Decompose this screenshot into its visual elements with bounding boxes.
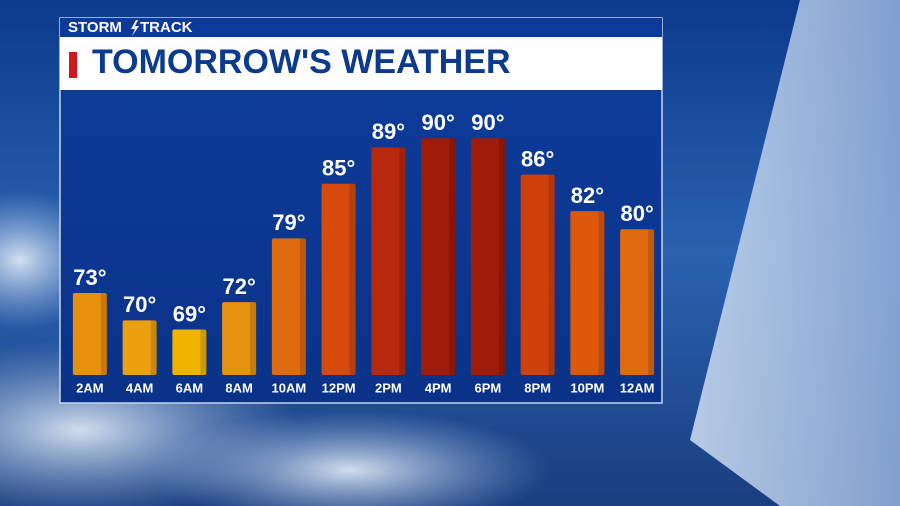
plot: 73° 2AM 70° 4AM 69° 6AM 72° 8AM 79° 10AM 85° 12PM 89… [72, 110, 655, 395]
chart-title: TOMORROW'S WEATHER [92, 43, 511, 81]
title-accent [69, 52, 77, 78]
value-label: 85° [322, 156, 355, 181]
bar-shade [200, 329, 207, 375]
bar [321, 183, 356, 375]
bar [620, 229, 655, 375]
x-tick-label: 10PM [570, 380, 604, 395]
bar [470, 138, 505, 375]
bar [172, 329, 207, 375]
bar [271, 238, 306, 375]
value-label: 72° [222, 274, 255, 299]
value-label: 86° [521, 146, 554, 171]
cloud [150, 410, 550, 506]
bar [371, 147, 406, 375]
bolt-icon [131, 20, 139, 36]
value-label: 90° [471, 110, 504, 135]
x-tick-label: 12PM [322, 380, 356, 395]
bar-shade [250, 302, 257, 375]
bar [122, 320, 157, 375]
bar-shade [498, 138, 505, 375]
x-tick-label: 10AM [272, 380, 307, 395]
x-tick-label: 4AM [126, 380, 153, 395]
x-tick-label: 2AM [76, 380, 103, 395]
value-label: 79° [272, 210, 305, 235]
x-tick-label: 12AM [620, 380, 655, 395]
value-label: 80° [620, 201, 653, 226]
value-label: 89° [372, 119, 405, 144]
x-tick-label: 6PM [475, 380, 502, 395]
x-tick-label: 8PM [524, 380, 551, 395]
x-tick-label: 6AM [176, 380, 203, 395]
bar-shade [349, 183, 356, 375]
brand-text: TRACK [140, 19, 193, 36]
x-tick-label: 2PM [375, 380, 402, 395]
bar [570, 211, 605, 375]
bar-shade [100, 293, 107, 375]
value-label: 70° [123, 292, 156, 317]
bar [222, 302, 257, 375]
bar-shade [150, 320, 157, 375]
title-bar [60, 37, 662, 90]
bar-shade [449, 138, 456, 375]
bar [520, 174, 555, 375]
bar-shade [598, 211, 605, 375]
value-label: 69° [173, 301, 206, 326]
x-tick-label: 4PM [425, 380, 452, 395]
value-label: 82° [571, 183, 604, 208]
bar [421, 138, 456, 375]
bar-shade [399, 147, 406, 375]
bar-shade [648, 229, 655, 375]
value-label: 90° [421, 110, 454, 135]
brand-text: STORM [68, 19, 122, 36]
value-label: 73° [73, 265, 106, 290]
bar-shade [548, 174, 555, 375]
glass-panel [690, 0, 900, 506]
x-tick-label: 8AM [225, 380, 252, 395]
bar-shade [299, 238, 306, 375]
bar [72, 293, 107, 375]
brand-bar [60, 18, 662, 37]
